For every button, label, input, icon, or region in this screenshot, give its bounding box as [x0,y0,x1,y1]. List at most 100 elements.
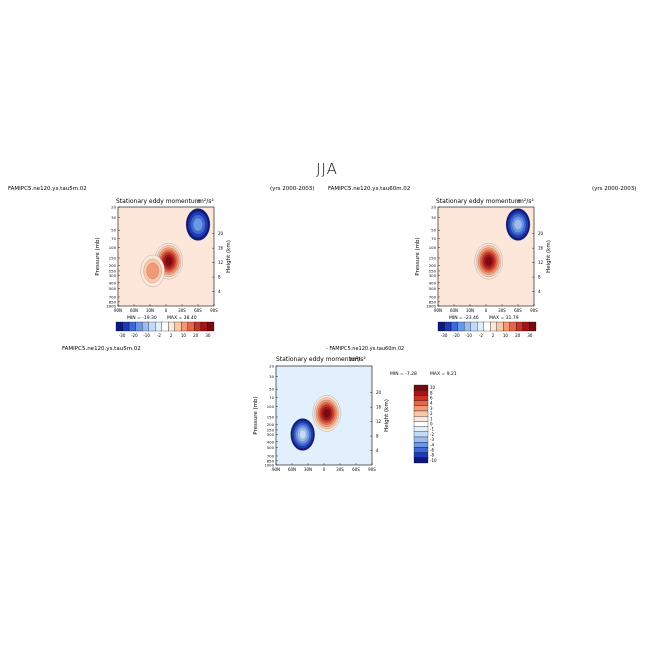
panel1-colorbar-cell-13 [200,321,208,332]
panel1-max-label: MAX = 38.40 [167,315,197,321]
panel3-min-label: MIN = -7.28 [390,371,417,377]
panel3-colorbar-cell-12 [413,447,429,453]
panel3-xtick-4: 30S [336,467,344,472]
panel1-colorbar-label-4: 2 [170,333,173,338]
panel1-colorbar-label-2: -10 [143,333,150,338]
panel3-colorbar-cell-7 [413,421,429,427]
panel2-colorbar-cell-2 [450,321,458,332]
panel1-colorbar-cell-7 [161,321,169,332]
panel2-contour-0-6 [485,256,493,266]
panel1-colorbar-cell-9 [174,321,182,332]
panel1-colorbar-label-1: -20 [131,333,138,338]
panel1-colorbar-cell-1 [122,321,130,332]
panel1-contour-0-6 [165,256,173,266]
panel3-ytick-7: 250 [267,427,275,432]
panel1-y2tick-4: 4 [218,289,221,294]
panel3-colorbar-cell-2 [413,395,429,401]
panel3-colorbar-cell-9 [413,431,429,438]
panel1-field [115,206,215,332]
panel3-ytick-0: 20 [269,364,274,369]
panel3-xtick-3: 0 [323,467,326,472]
panel2-colorbar-cell-5 [470,321,478,332]
panel2-colorbar-label-3: -2 [479,333,483,338]
panel3-xtick-5: 60S [352,467,360,472]
panel1-ytick-7: 250 [109,268,117,273]
panel3-colorbar-label-10: -3 [430,437,434,442]
panel2-colorbar-label-5: 10 [503,333,509,338]
panel3-colorbar-cell-10 [413,436,429,443]
panel1-colorbar-label-0: -30 [119,333,126,338]
panel1-colorbar-label-3: -2 [157,333,161,338]
panel3-y2tick-3: 8 [376,434,379,439]
panel1-y2tick-1: 16 [218,246,224,251]
panel2-ytick-13: 1000 [426,304,436,309]
panel2-colorbar-label-7: 30 [527,333,533,338]
panel3-xtick-2: 30N [304,467,312,472]
panel3-colorbar-label-14: -10 [430,458,437,463]
panel2-colorbar-cell-3 [457,321,465,332]
panel3-units: m²/s² [350,356,366,363]
panel1-xtick-6: 90S [210,308,218,313]
panel2-colorbar-label-1: -20 [453,333,460,338]
panel3-colorbar-cell-1 [413,390,429,396]
panel2-y2tick-0: 20 [538,231,544,236]
panel2-ytick-9: 400 [429,280,437,285]
panel3-y2tick-4: 4 [376,448,379,453]
panel1-colorbar-cell-4 [141,321,149,332]
panel1-y2tick-2: 12 [218,260,224,265]
panel2-ytick-12: 850 [429,299,437,304]
panel3-case-label: FAMIPC5.ne120.ys.tau5m.02 [62,346,141,352]
panel3-y2tick-0: 20 [376,390,382,395]
panel2-colorbar-label-0: -30 [441,333,448,338]
panel2-colorbar-cell-12 [516,321,524,332]
panel2-colorbar-cell-14 [529,321,537,332]
panel1-colorbar-label-7: 30 [205,333,211,338]
panel1-ytick-0: 20 [111,205,116,210]
panel1-ytick-12: 850 [109,299,117,304]
panel2-title: Stationary eddy momentum [436,198,521,205]
panel2-units: m²/s² [518,198,534,205]
panel1-xtick-1: 60N [130,308,138,313]
panel1-y2tick-0: 20 [218,231,224,236]
panel2-ytick-6: 200 [429,263,437,268]
panel3-ytick-12: 850 [267,458,275,463]
panel2-ytick-11: 700 [429,294,437,299]
panel2-colorbar-cell-7 [483,321,491,332]
panel3-colorbar-cell-3 [413,400,429,406]
panel3-ytick-5: 150 [267,414,275,419]
panel3-ytick-11: 700 [267,453,275,458]
panel2-colorbar-cell-13 [522,321,530,332]
panel2-colorbar-cell-6 [477,321,484,332]
panel1-min-label: MIN = -19.30 [127,315,157,321]
panel3-title: Stationary eddy momentum [276,356,361,363]
panel2-xtick-4: 30S [498,308,506,313]
panel3-ytick-9: 400 [267,439,275,444]
panel1-y2tick-3: 8 [218,275,221,280]
panel1-ytick-6: 200 [109,263,117,268]
panel3-colorbar-cell-13 [413,452,429,458]
panel1-colorbar-cell-8 [168,321,175,332]
panel3-ytick-13: 1000 [264,463,274,468]
panel3-y2label: Height (km) [384,399,390,432]
panel2-max-label: MAX = 31.79 [489,315,519,321]
panel3-xtick-6: 90S [368,467,376,472]
panel1-ylabel: Pressure (mb) [95,237,101,275]
panel2-years-label: (yrs 2000-2003) [592,186,637,192]
panel1-colorbar-cell-6 [155,321,162,332]
panel3-y2tick-1: 16 [376,405,382,410]
panel2-y2tick-2: 12 [538,260,544,265]
panel2-colorbar-label-6: 20 [515,333,521,338]
panel3-colorbar-label-2: 6 [430,396,433,401]
panel3-contour-1-5 [299,429,307,440]
panel2-colorbar-label-4: 2 [492,333,495,338]
panel3-contour-0-6 [323,408,331,418]
panel2-ytick-8: 300 [429,273,437,278]
panel1-years-label: (yrs 2000-2003) [270,186,315,192]
panel2-y2tick-1: 16 [538,246,544,251]
panel2-ylabel: Pressure (mb) [415,237,421,275]
panel1-contour-2-3 [193,218,203,232]
panel1-ytick-5: 150 [109,255,117,260]
panel2-xtick-3: 0 [485,308,488,313]
panel1-ytick-11: 700 [109,294,117,299]
panel2-colorbar-cell-4 [463,321,471,332]
